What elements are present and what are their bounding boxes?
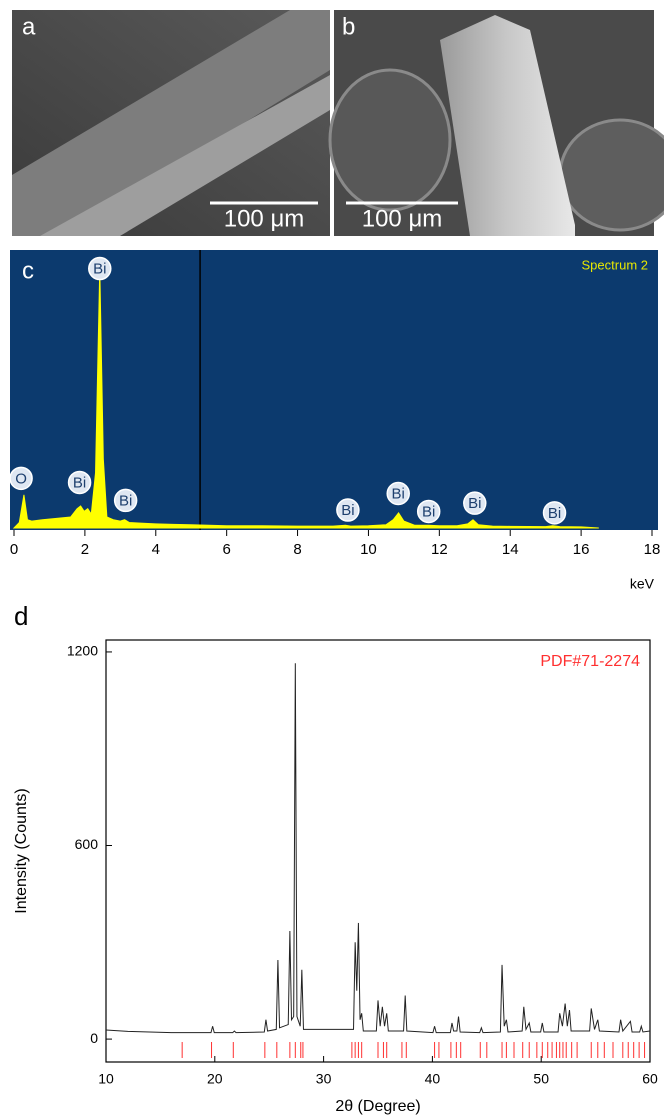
x-tick-label: 6: [222, 541, 230, 558]
x-axis-label: keV: [630, 576, 655, 592]
panel-label: c: [22, 257, 34, 284]
legend: PDF#71-2274: [540, 653, 640, 670]
y-axis-label: Intensity (Counts): [13, 788, 30, 913]
peak-label: Bi: [73, 474, 86, 491]
peak-label: Bi: [119, 492, 132, 509]
plot-frame: [106, 640, 650, 1062]
scale-bar-label: 100 μm: [362, 205, 443, 232]
x-tick-label: 12: [431, 541, 448, 558]
legend: Spectrum 2: [582, 257, 648, 272]
panel-label: a: [22, 13, 36, 40]
x-tick-label: 60: [642, 1071, 658, 1087]
y-tick-label: 1200: [67, 643, 98, 659]
peak-label: O: [15, 470, 27, 487]
panel-label: d: [14, 601, 28, 631]
peak-label: Bi: [468, 495, 481, 512]
x-tick-label: 30: [316, 1071, 332, 1087]
peak-label: Bi: [341, 502, 354, 519]
x-tick-label: 4: [152, 541, 160, 558]
panel-label: b: [342, 13, 355, 40]
x-tick-label: 10: [360, 541, 377, 558]
x-axis-label: 2θ (Degree): [335, 1098, 420, 1115]
figure: a b 100 μm 100 μm c Spectrum 2 O Bi Bi Bi Bi Bi…: [0, 0, 664, 1119]
peak-label: Bi: [548, 505, 561, 522]
x-tick-label: 16: [573, 541, 590, 558]
x-tick-label: 8: [293, 541, 301, 558]
peak-label: Bi: [93, 261, 106, 278]
plot-background: [10, 250, 658, 530]
x-tick-label: 10: [98, 1071, 114, 1087]
peak-label: Bi: [392, 485, 405, 502]
x-tick-label: 40: [425, 1071, 441, 1087]
x-tick-label: 20: [207, 1071, 223, 1087]
page: a b 100 μm 100 μm c Spectrum 2 O Bi Bi Bi Bi Bi…: [0, 0, 664, 1119]
y-tick-label: 600: [75, 836, 99, 852]
scale-bar-label: 100 μm: [224, 205, 305, 232]
x-tick-label: 2: [81, 541, 89, 558]
x-tick-label: 50: [533, 1071, 549, 1087]
y-tick-label: 0: [90, 1030, 98, 1046]
x-tick-label: 18: [644, 541, 661, 558]
x-tick-label: 0: [10, 541, 18, 558]
blob-b: [330, 70, 450, 210]
blob-b: [560, 120, 664, 230]
peak-label: Bi: [422, 503, 435, 520]
xrd-line: [106, 663, 650, 1032]
x-tick-label: 14: [502, 541, 519, 558]
